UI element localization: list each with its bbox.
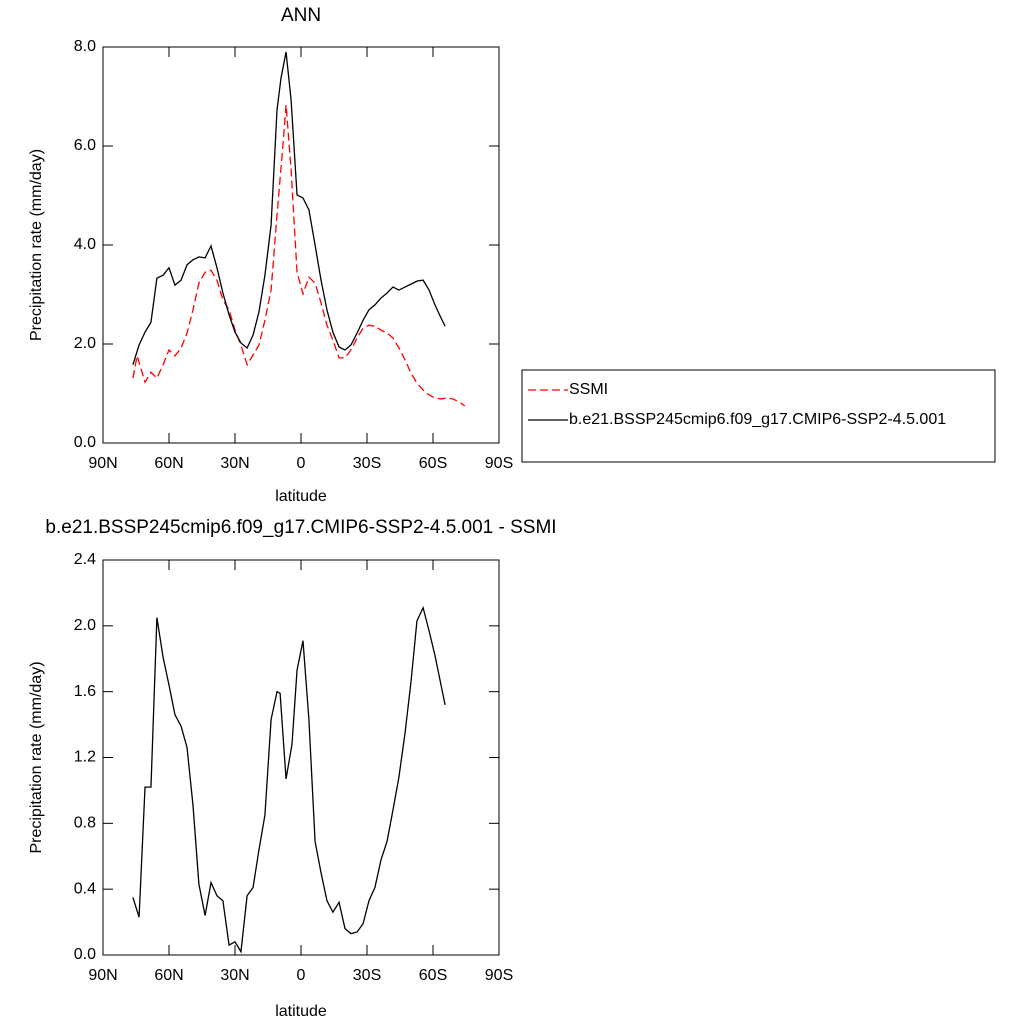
x-axis-label: latitude	[275, 488, 327, 505]
x-tick-label: 90N	[88, 455, 117, 472]
x-tick-label: 30N	[220, 455, 249, 472]
data-line	[132, 104, 466, 407]
x-tick-label: 0	[297, 455, 306, 472]
x-tick-label: 30S	[353, 455, 381, 472]
plot-frame	[102, 46, 500, 444]
x-tick-label: 90N	[88, 967, 117, 984]
x-tick-label: 0	[297, 967, 306, 984]
x-tick-label: 30S	[353, 967, 381, 984]
y-tick-label: 4.0	[74, 236, 96, 253]
x-tick-label: 60S	[419, 967, 447, 984]
y-tick-label: 0.8	[74, 815, 96, 832]
chart-title: b.e21.BSSP245cmip6.f09_g17.CMIP6-SSP2-4.…	[45, 517, 556, 538]
x-axis-label: latitude	[275, 1003, 327, 1020]
y-tick-label: 2.4	[74, 551, 96, 568]
y-axis-label: Precipitation rate (mm/day)	[28, 149, 45, 341]
y-tick-label: 8.0	[74, 38, 96, 55]
y-tick-label: 6.0	[74, 137, 96, 154]
legend-label: b.e21.BSSP245cmip6.f09_g17.CMIP6-SSP2-4.…	[569, 411, 946, 428]
x-tick-label: 30N	[220, 967, 249, 984]
x-tick-label: 60N	[154, 455, 183, 472]
y-tick-label: 2.0	[74, 617, 96, 634]
y-tick-label: 1.6	[74, 683, 96, 700]
data-line	[132, 51, 446, 365]
y-tick-label: 1.2	[74, 749, 96, 766]
x-tick-label: 90S	[485, 455, 513, 472]
legend-label: SSMI	[569, 381, 608, 398]
y-tick-label: 0.0	[74, 946, 96, 963]
x-tick-label: 60N	[154, 967, 183, 984]
y-tick-label: 2.0	[74, 335, 96, 352]
x-tick-label: 60S	[419, 455, 447, 472]
y-axis-label: Precipitation rate (mm/day)	[28, 661, 45, 853]
x-tick-label: 90S	[485, 967, 513, 984]
chart-title: ANN	[281, 5, 321, 26]
plot-frame	[102, 559, 500, 956]
y-tick-label: 0.0	[74, 434, 96, 451]
data-line	[132, 605, 446, 954]
y-tick-label: 0.4	[74, 880, 96, 897]
legend-box	[521, 369, 996, 463]
